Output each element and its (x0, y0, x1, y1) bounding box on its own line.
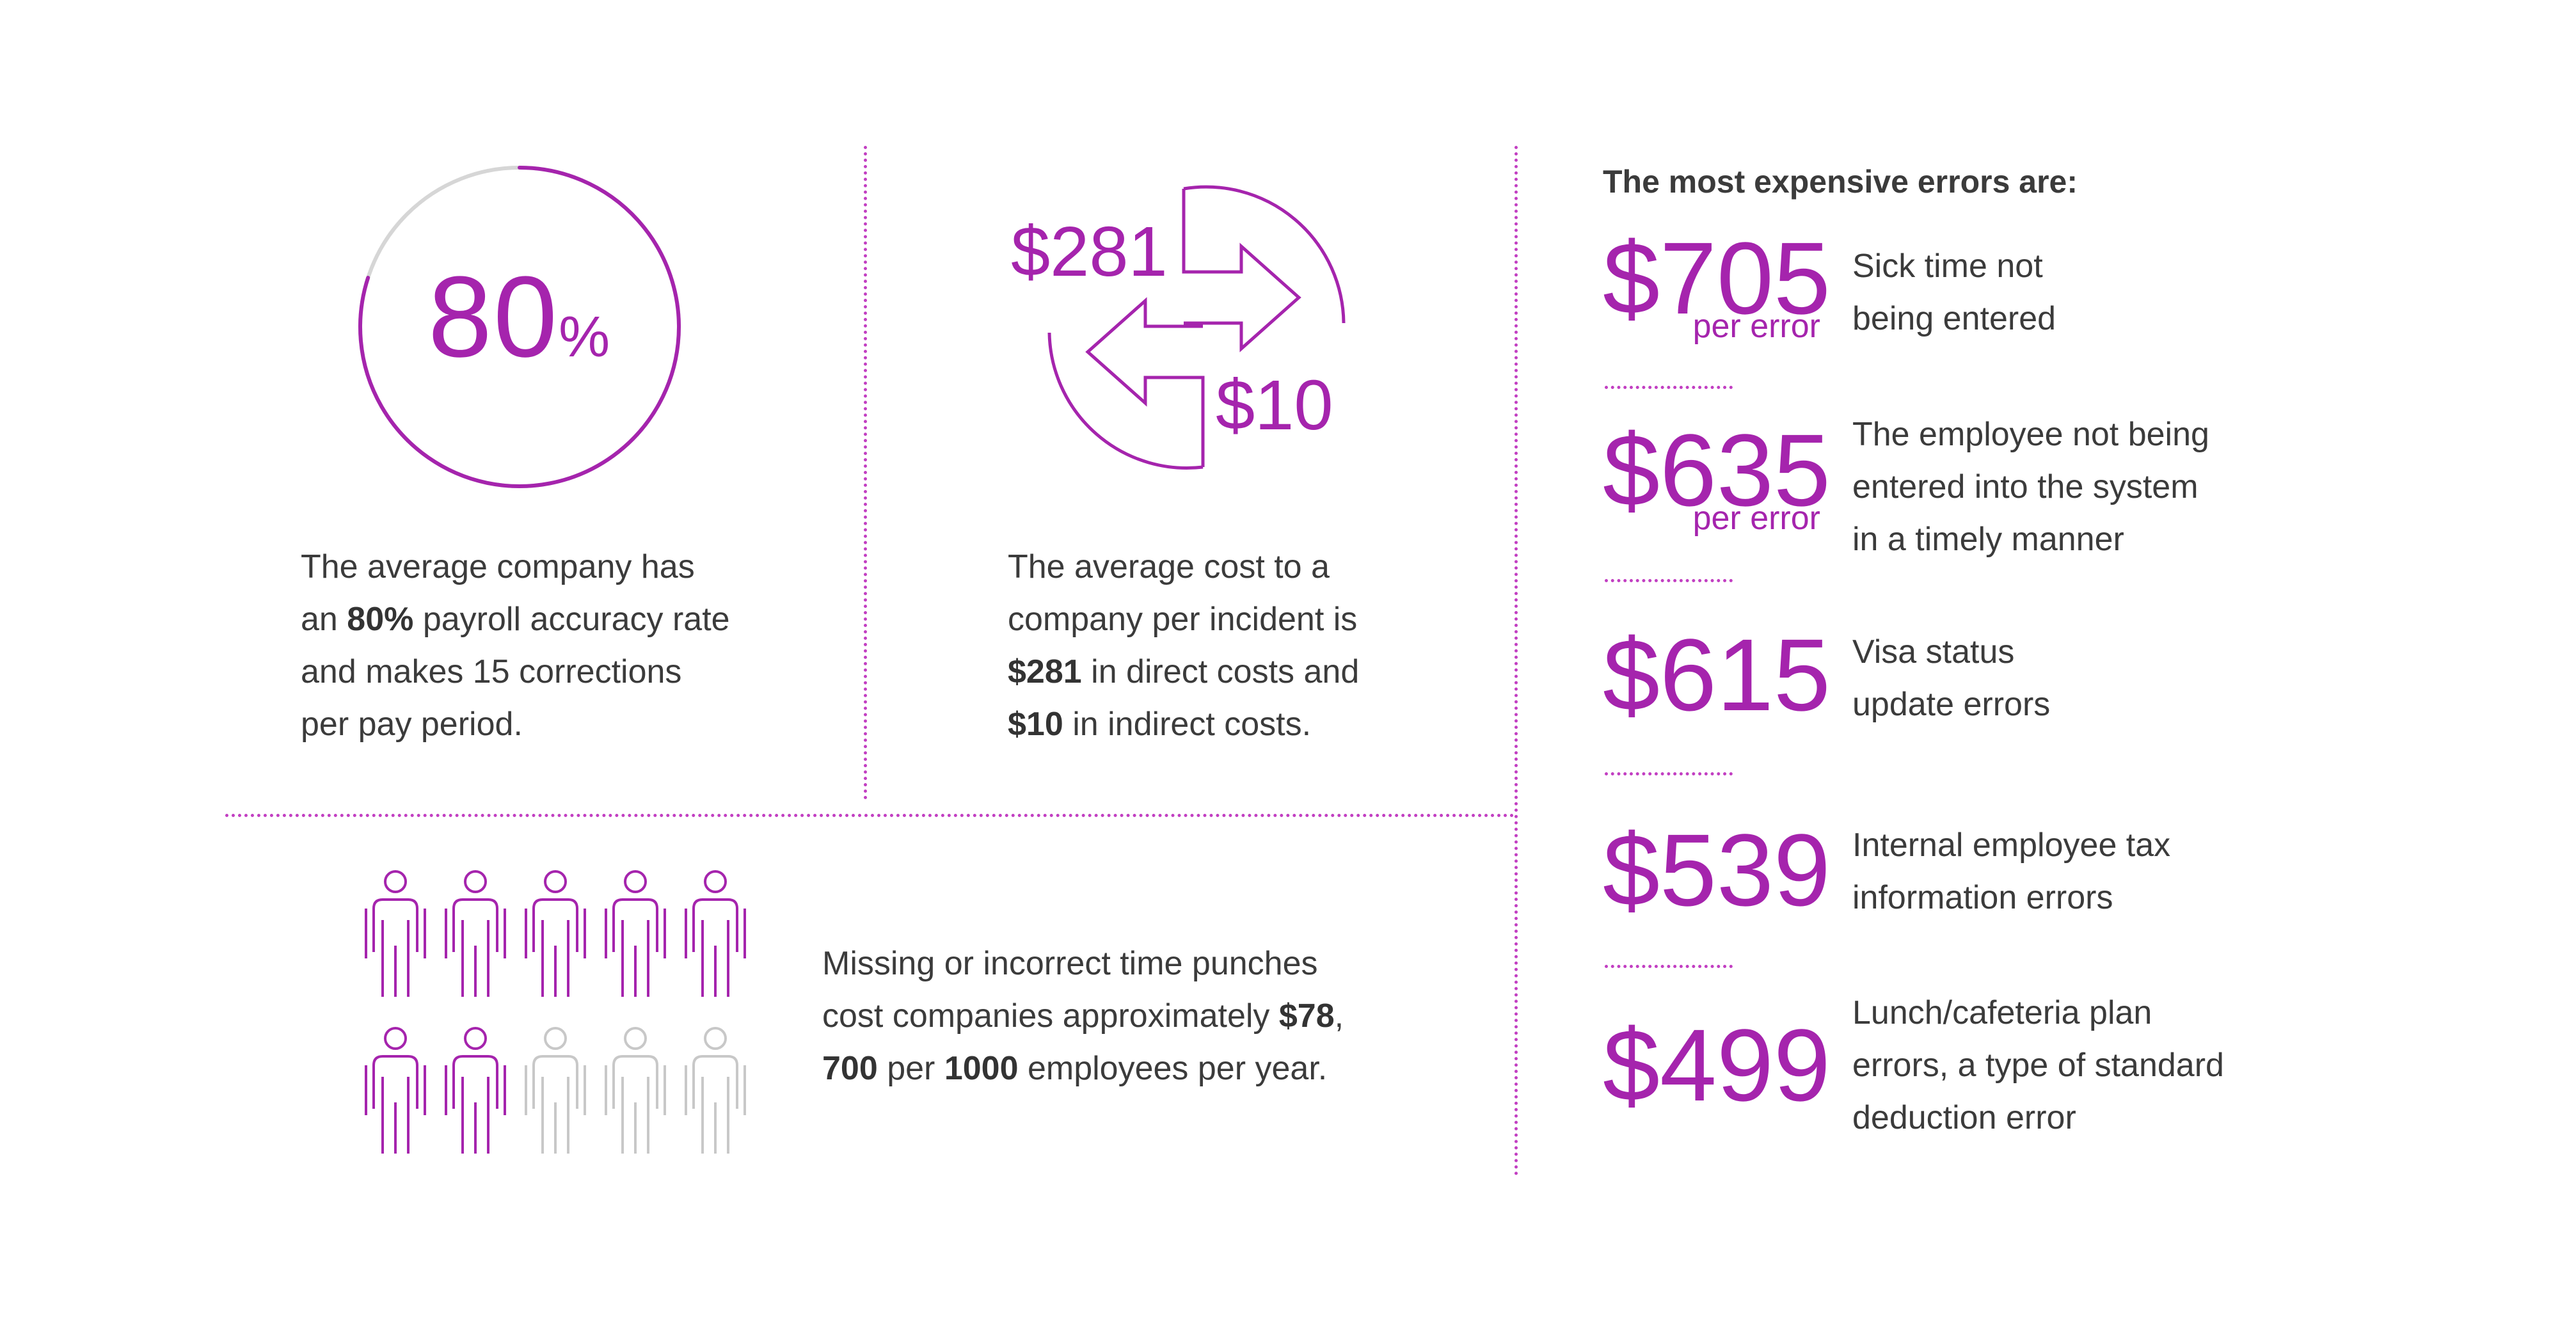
accuracy-text: The average company has an 80% payroll a… (301, 541, 730, 750)
error-price: $539 (1603, 813, 1831, 927)
punches-line-2c: , (1334, 997, 1344, 1035)
person-icon-highlighted (525, 870, 586, 997)
error-desc: Internal employee tax information errors (1852, 819, 2300, 924)
punches-line-3d: employees per year. (1018, 1050, 1328, 1087)
accuracy-ring (358, 166, 681, 488)
punches-line-3: 700 per 1000 employees per year. (822, 1042, 1344, 1095)
indirect-cost-label: $10 (1216, 366, 1333, 445)
person-icon-highlighted (445, 870, 506, 997)
cost-line-4a: $10 (1008, 706, 1063, 743)
accuracy-percent-sign: % (559, 305, 612, 369)
cost-text: The average cost to a company per incide… (1008, 541, 1359, 750)
divider-vertical-right (1515, 146, 1518, 1176)
accuracy-line-2a: an (301, 601, 347, 638)
cost-line-3: $281 in direct costs and (1008, 646, 1359, 698)
punches-line-2a: cost companies approximately (822, 997, 1279, 1035)
errors-heading: The most expensive errors are: (1603, 164, 2078, 200)
error-per: per error (1692, 308, 1820, 345)
person-icon-highlighted (365, 1027, 426, 1154)
error-desc-line: errors, a type of standard (1852, 1047, 2224, 1084)
error-desc: Sick time not being entered (1852, 240, 2300, 345)
cost-swap-arrows-icon (1047, 185, 1346, 470)
error-desc-line: being entered (1852, 300, 2056, 337)
accuracy-line-1: The average company has (301, 548, 695, 585)
error-desc-line: Internal employee tax (1852, 827, 2171, 864)
error-separator (1605, 579, 1733, 582)
punches-line-3c: 1000 (944, 1050, 1019, 1087)
error-desc-line: Sick time not (1852, 248, 2043, 285)
person-icon-highlighted (685, 870, 746, 997)
cost-line-1: The average cost to a (1008, 548, 1330, 585)
error-desc-line: The employee not being (1852, 416, 2209, 453)
person-icon (525, 1027, 586, 1154)
cost-line-3b: in direct costs and (1081, 653, 1360, 690)
cost-line-4: $10 in indirect costs. (1008, 698, 1359, 750)
punches-text: Missing or incorrect time punches cost c… (822, 937, 1344, 1095)
cost-line-2: company per incident is (1008, 601, 1358, 638)
error-desc-line: Lunch/cafeteria plan (1852, 994, 2152, 1031)
person-icon (685, 1027, 746, 1154)
person-icon-highlighted (605, 870, 666, 997)
divider-vertical-left (864, 146, 867, 800)
direct-cost-label: $281 (1011, 212, 1168, 291)
error-price: $705 (1603, 221, 1831, 335)
punches-line-3b: per (877, 1050, 944, 1087)
error-price: $499 (1603, 1008, 1831, 1122)
error-separator (1605, 965, 1733, 968)
error-desc-line: in a timely manner (1852, 521, 2124, 558)
error-desc: Lunch/cafeteria plan errors, a type of s… (1852, 987, 2300, 1144)
accuracy-percent: 80% (356, 251, 683, 383)
punches-line-2b: $78 (1278, 997, 1335, 1035)
cost-line-3a: $281 (1008, 653, 1082, 690)
punches-line-3a: 700 (822, 1050, 878, 1087)
divider-horizontal (225, 814, 1515, 817)
error-desc-line: deduction error (1852, 1099, 2076, 1136)
people-grid-icon (365, 870, 746, 1154)
person-icon-highlighted (445, 1027, 506, 1154)
error-desc: The employee not being entered into the … (1852, 408, 2300, 566)
error-desc-line: information errors (1852, 879, 2113, 916)
error-price: $635 (1603, 413, 1831, 527)
accuracy-line-2b: 80% (347, 601, 414, 638)
accuracy-value: 80 (427, 253, 559, 381)
error-desc-line: Visa status (1852, 633, 2015, 671)
error-desc-line: update errors (1852, 686, 2051, 723)
accuracy-line-2: an 80% payroll accuracy rate (301, 593, 730, 646)
person-icon-highlighted (365, 870, 426, 997)
accuracy-line-2c: payroll accuracy rate (413, 601, 730, 638)
error-separator (1605, 386, 1733, 389)
punches-line-2: cost companies approximately $78, (822, 990, 1344, 1042)
error-desc: Visa status update errors (1852, 626, 2300, 731)
accuracy-line-3: and makes 15 corrections (301, 653, 682, 690)
accuracy-line-4: per pay period. (301, 706, 523, 743)
punches-line-1: Missing or incorrect time punches (822, 945, 1318, 982)
error-separator (1605, 772, 1733, 775)
error-per: per error (1692, 500, 1820, 537)
error-desc-line: entered into the system (1852, 468, 2198, 505)
error-price: $615 (1603, 617, 1831, 732)
person-icon (605, 1027, 666, 1154)
cost-line-4b: in indirect costs. (1063, 706, 1312, 743)
